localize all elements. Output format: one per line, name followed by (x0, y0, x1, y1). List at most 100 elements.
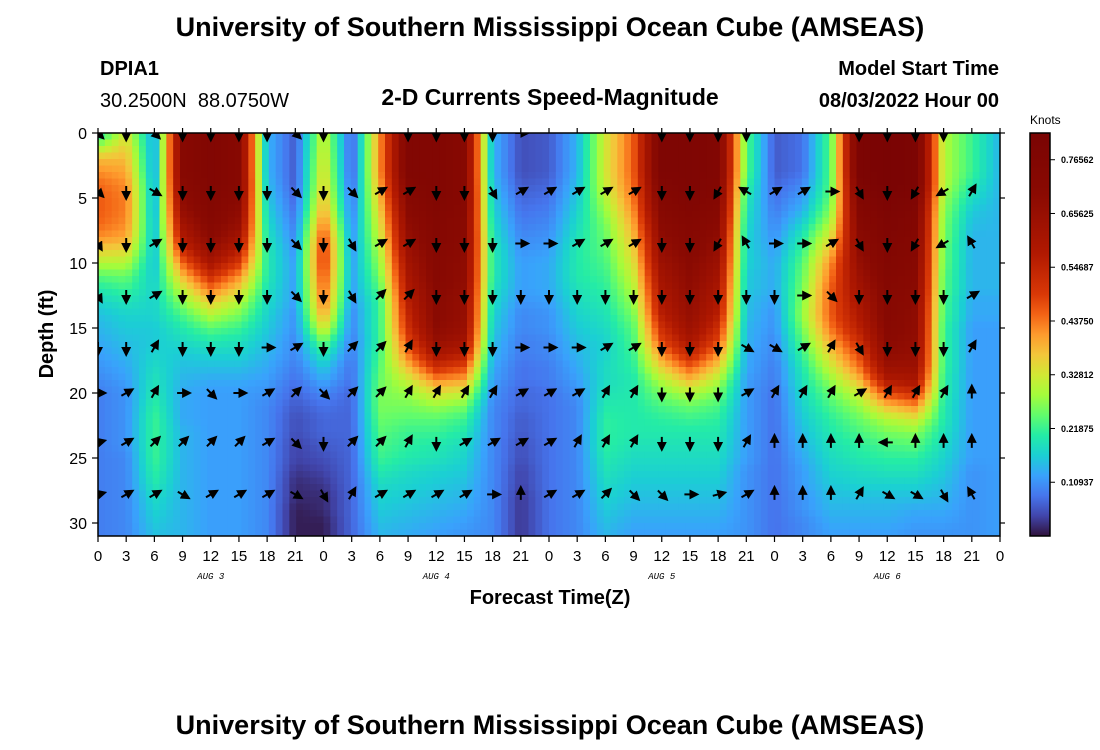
heatmap-cell (877, 302, 885, 310)
heatmap-cell (870, 334, 878, 342)
heatmap-cell (200, 217, 208, 225)
heatmap-cell (282, 354, 290, 362)
heatmap-cell (446, 165, 454, 173)
heatmap-cell (624, 276, 632, 284)
heatmap-cell (221, 159, 229, 167)
heatmap-cell (159, 256, 167, 264)
heatmap-cell (111, 360, 120, 368)
heatmap-cell (152, 276, 161, 284)
heatmap-cell (733, 360, 741, 368)
heatmap-cell (357, 347, 366, 355)
heatmap-cell (972, 139, 981, 147)
heatmap-cell (337, 321, 345, 329)
heatmap-cell (323, 269, 331, 277)
heatmap-cell (870, 185, 878, 193)
heatmap-cell (111, 315, 120, 323)
heatmap-cell (139, 334, 147, 342)
heatmap-cell (473, 243, 482, 251)
heatmap-cell (651, 211, 659, 219)
heatmap-cell (104, 354, 113, 362)
heatmap-cell (965, 367, 974, 375)
heatmap-cell (631, 224, 639, 232)
heatmap-cell (610, 139, 618, 147)
heatmap-cell (959, 178, 967, 186)
heatmap-cell (569, 256, 577, 264)
heatmap-cell (781, 276, 789, 284)
heatmap-cell (706, 282, 714, 290)
heatmap-cell (139, 276, 147, 284)
heatmap-cell (323, 360, 331, 368)
heatmap-cell (924, 295, 933, 303)
heatmap-cell (98, 341, 106, 349)
heatmap-cell (323, 204, 331, 212)
heatmap-cell (501, 133, 509, 141)
heatmap-cell (740, 211, 748, 219)
heatmap-cell (856, 360, 864, 368)
heatmap-cell (501, 191, 509, 199)
heatmap-cell (760, 185, 769, 193)
heatmap-cell (931, 269, 940, 277)
heatmap-cell (316, 256, 325, 264)
heatmap-cell (781, 289, 789, 297)
heatmap-cell (699, 230, 707, 238)
heatmap-cell (692, 237, 700, 245)
heatmap-cell (364, 178, 372, 186)
heatmap-cell (890, 165, 899, 173)
heatmap-cell (924, 334, 933, 342)
heatmap-cell (740, 354, 748, 362)
heatmap-cell (569, 302, 577, 310)
heatmap-cell (781, 185, 789, 193)
heatmap-cell (330, 139, 338, 147)
heatmap-cell (822, 211, 830, 219)
heatmap-cell (877, 315, 885, 323)
heatmap-cell (98, 354, 106, 362)
heatmap-cell (460, 146, 468, 154)
heatmap-cell (733, 367, 741, 375)
heatmap-cell (583, 211, 591, 219)
heatmap-cell (337, 263, 345, 271)
heatmap-cell (193, 360, 202, 368)
heatmap-cell (911, 139, 919, 147)
heatmap-cell (576, 139, 584, 147)
heatmap-cell (924, 230, 933, 238)
heatmap-cell (193, 269, 202, 277)
heatmap-cell (870, 276, 878, 284)
heatmap-cell (788, 276, 796, 284)
heatmap-cell (419, 198, 427, 206)
heatmap-cell (337, 282, 345, 290)
heatmap-cell (897, 198, 905, 206)
heatmap-cell (426, 263, 434, 271)
heatmap-cell (706, 243, 714, 251)
heatmap-cell (125, 360, 133, 368)
heatmap-cell (398, 373, 407, 381)
heatmap-cell (521, 230, 530, 238)
heatmap-cell (309, 243, 318, 251)
heatmap-cell (685, 282, 694, 290)
heatmap-cell (446, 230, 454, 238)
heatmap-cell (234, 334, 243, 342)
heatmap-cell (118, 354, 126, 362)
heatmap-cell (938, 328, 946, 336)
heatmap-cell (214, 139, 222, 147)
heatmap-cell (719, 282, 728, 290)
heatmap-cell (289, 276, 297, 284)
heatmap-cell (965, 211, 974, 219)
heatmap-cell (808, 237, 817, 245)
heatmap-cell (330, 321, 338, 329)
heatmap-cell (890, 289, 899, 297)
heatmap-cell (426, 269, 434, 277)
heatmap-cell (118, 256, 126, 264)
heatmap-cell (829, 354, 837, 362)
heatmap-cell (180, 315, 188, 323)
heatmap-cell (938, 256, 946, 264)
heatmap-cell (822, 152, 830, 160)
heatmap-cell (986, 302, 994, 310)
heatmap-cell (644, 178, 653, 186)
heatmap-cell (487, 250, 495, 258)
heatmap-cell (542, 198, 550, 206)
heatmap-cell (836, 211, 844, 219)
heatmap-cell (774, 250, 782, 258)
heatmap-cell (672, 295, 680, 303)
heatmap-cell (986, 282, 994, 290)
heatmap-cell (945, 315, 953, 323)
